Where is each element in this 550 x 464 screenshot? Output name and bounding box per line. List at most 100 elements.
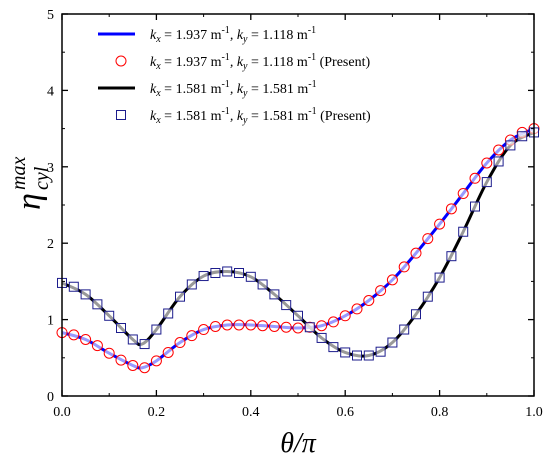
data-point-circle (198, 324, 210, 336)
data-point-circle (150, 355, 162, 367)
legend-swatch-circle (115, 55, 127, 67)
data-point-square (493, 156, 504, 167)
legend-superscript: -1 (308, 52, 316, 63)
legend-subscript: x (155, 34, 161, 45)
data-point-circle (339, 310, 351, 322)
legend-k-symbol: , k (230, 55, 244, 70)
data-point-circle (422, 233, 434, 245)
data-point-square (304, 322, 315, 333)
y-tick-label: 0 (47, 390, 54, 405)
data-point-circle (481, 157, 493, 169)
x-tick-label: 0.8 (431, 405, 449, 420)
data-point-circle (445, 203, 457, 215)
data-point-circle (410, 247, 422, 259)
legend: kx = 1.937 m-1, ky = 1.118 m-1kx = 1.937… (98, 25, 371, 126)
data-point-square (505, 140, 516, 151)
legend-text-part: = 1.581 m (247, 82, 308, 97)
legend-label-2: kx = 1.581 m-1, ky = 1.581 m-1 (150, 79, 317, 99)
data-point-circle (398, 261, 410, 273)
data-point-circle (80, 333, 92, 345)
data-point-square (340, 347, 351, 358)
legend-subscript: y (242, 61, 248, 72)
data-point-square (80, 289, 91, 300)
data-point-square (234, 267, 244, 278)
legend-superscript: -1 (308, 106, 316, 117)
data-point-square (210, 267, 221, 278)
data-point-circle (268, 320, 280, 332)
data-point-square (422, 291, 433, 302)
legend-k-symbol: k (150, 109, 157, 124)
data-point-square (387, 337, 398, 348)
data-point-circle (351, 303, 363, 315)
data-point-square (92, 299, 103, 310)
data-point-circle (457, 188, 469, 200)
data-point-square (186, 279, 197, 290)
data-point-square (163, 308, 174, 319)
data-point-square (352, 350, 362, 361)
data-point-circle (375, 285, 387, 297)
data-point-circle (103, 347, 115, 359)
legend-subscript: y (242, 88, 248, 99)
legend-label-3: kx = 1.581 m-1, ky = 1.581 m-1 (Present) (150, 106, 371, 126)
y-tick-label: 4 (47, 84, 54, 99)
data-point-square (116, 323, 126, 334)
legend-k-symbol: k (150, 55, 157, 70)
data-point-circle (162, 346, 174, 358)
y-tick-label: 1 (47, 314, 54, 329)
data-point-square (481, 177, 492, 188)
legend-subscript: y (242, 115, 248, 126)
legend-text-part: = 1.937 m (161, 55, 222, 70)
data-point-square (127, 334, 138, 345)
legend-subscript: y (242, 34, 248, 45)
data-point-square (470, 201, 480, 212)
legend-label-1: kx = 1.937 m-1, ky = 1.118 m-1 (Present) (150, 52, 370, 72)
legend-k-symbol: k (150, 28, 157, 43)
data-point-square (198, 271, 209, 282)
legend-superscript: -1 (308, 79, 316, 90)
data-point-square (151, 324, 162, 335)
data-point-square (68, 281, 79, 292)
data-point-square (281, 300, 292, 311)
y-axis-label-base: η (11, 193, 48, 210)
data-point-circle (327, 316, 339, 328)
legend-subscript: x (155, 88, 161, 99)
legend-text-part: (Present) (317, 109, 371, 124)
data-point-square (175, 291, 185, 302)
data-point-circle (493, 144, 505, 156)
y-tick-label: 3 (47, 161, 54, 176)
data-point-circle (434, 218, 446, 230)
legend-k-symbol: , k (230, 109, 244, 124)
legend-k-symbol: , k (230, 28, 244, 43)
data-point-square (446, 251, 457, 262)
legend-subscript: x (155, 61, 161, 72)
data-point-circle (139, 362, 151, 374)
legend-text-part: = 1.118 m (247, 28, 307, 43)
series-layer (56, 123, 540, 374)
legend-superscript: -1 (221, 52, 229, 63)
y-tick-label: 2 (47, 237, 54, 252)
data-point-square (104, 310, 115, 321)
legend-k-symbol: k (150, 82, 157, 97)
data-point-circle (127, 359, 139, 371)
legend-subscript: x (155, 115, 161, 126)
y-axis-label: η max cyl (8, 157, 53, 210)
x-tick-label: 0.2 (148, 405, 166, 420)
data-point-circle (245, 319, 257, 331)
data-point-square (293, 310, 303, 321)
y-axis-label-superscript: max (8, 157, 30, 190)
data-point-square (399, 324, 410, 335)
x-axis-label: θ/π (280, 428, 317, 459)
data-point-square (222, 266, 233, 277)
data-point-circle (209, 320, 221, 332)
data-point-square (139, 339, 150, 350)
data-point-circle (186, 330, 198, 342)
data-point-square (245, 271, 256, 282)
legend-text-part: (Present) (316, 55, 370, 70)
legend-text-part: = 1.581 m (247, 109, 308, 124)
data-point-square (316, 332, 327, 343)
legend-text-part: = 1.937 m (161, 28, 222, 43)
data-point-square (434, 272, 445, 283)
x-tick-label: 0.4 (242, 405, 260, 420)
data-point-circle (292, 322, 304, 334)
data-point-circle (469, 172, 481, 184)
